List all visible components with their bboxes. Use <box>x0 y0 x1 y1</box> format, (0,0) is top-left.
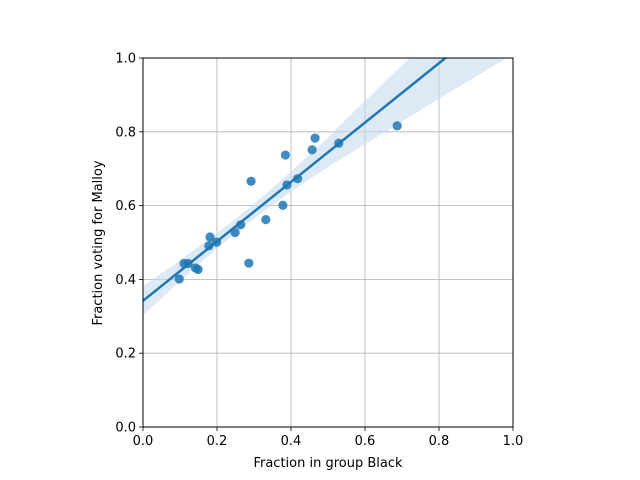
data-point <box>278 200 288 210</box>
data-point <box>392 121 402 131</box>
data-point <box>307 145 317 155</box>
y-tick-label: 0.8 <box>115 125 136 140</box>
data-point <box>230 227 240 238</box>
data-point <box>310 133 320 143</box>
data-point <box>282 180 292 190</box>
data-point <box>212 237 222 247</box>
y-tick-label: 0.0 <box>115 421 136 436</box>
regression-line-layer <box>143 58 448 302</box>
x-tick-label: 1.0 <box>503 434 524 449</box>
x-tick-label: 0.4 <box>281 434 302 449</box>
x-axis-label: Fraction in group Black <box>253 456 403 471</box>
x-tick-label: 0.8 <box>429 434 450 449</box>
data-points <box>174 121 402 284</box>
data-point <box>261 215 271 225</box>
data-point <box>280 150 291 160</box>
data-point <box>246 176 256 186</box>
data-point <box>193 264 203 275</box>
y-axis-label: Fraction voting for Malloy <box>91 160 106 325</box>
axis-ticks: 0.0 0.2 0.4 0.6 0.8 1.0 0.0 0.2 0.4 0.6 0.8 1.0 <box>115 52 523 450</box>
regression-line <box>143 58 448 302</box>
data-point <box>204 241 214 251</box>
y-tick-label: 0.6 <box>115 199 136 214</box>
data-point <box>205 232 215 242</box>
y-tick-label: 1.0 <box>115 52 136 67</box>
data-point <box>244 258 254 268</box>
data-point <box>183 258 193 269</box>
plot-frame <box>142 57 514 428</box>
y-tick-label: 0.2 <box>115 347 136 362</box>
data-point <box>293 174 303 184</box>
y-tick-label: 0.4 <box>115 273 136 288</box>
data-point <box>334 138 344 148</box>
plot-background <box>143 58 513 427</box>
x-tick-label: 0.6 <box>355 434 376 449</box>
x-tick-label: 0.0 <box>133 434 154 449</box>
x-tick-label: 0.2 <box>207 434 228 449</box>
data-point <box>174 274 184 284</box>
data-point <box>236 220 246 230</box>
